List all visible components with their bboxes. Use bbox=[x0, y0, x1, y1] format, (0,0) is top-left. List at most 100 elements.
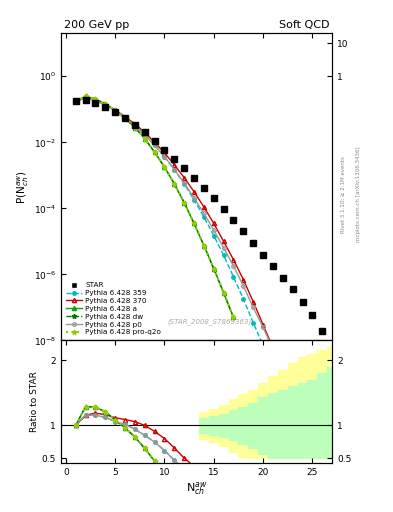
Pythia 6.428 359 bbox=[93, 97, 98, 103]
Pythia 6.428 pro-q2o bbox=[152, 149, 157, 155]
STAR bbox=[182, 165, 187, 171]
Pythia 6.428 370 bbox=[202, 204, 206, 210]
Pythia 6.428 a bbox=[172, 181, 177, 187]
Pythia 6.428 370 bbox=[270, 345, 275, 351]
STAR bbox=[123, 115, 127, 121]
Pythia 6.428 p0 bbox=[192, 195, 196, 201]
Text: mcplots.cern.ch [arXiv:1306.3436]: mcplots.cern.ch [arXiv:1306.3436] bbox=[356, 147, 361, 242]
Pythia 6.428 a bbox=[103, 101, 108, 107]
Pythia 6.428 dw bbox=[231, 314, 236, 321]
Pythia 6.428 370 bbox=[251, 298, 255, 305]
STAR bbox=[320, 328, 325, 334]
Pythia 6.428 p0 bbox=[221, 245, 226, 251]
Pythia 6.428 pro-q2o bbox=[83, 93, 88, 99]
Pythia 6.428 dw bbox=[83, 93, 88, 99]
Pythia 6.428 a bbox=[211, 266, 216, 272]
STAR bbox=[73, 98, 78, 104]
Line: STAR: STAR bbox=[73, 97, 325, 333]
Pythia 6.428 p0 bbox=[182, 180, 187, 186]
Pythia 6.428 370 bbox=[103, 101, 108, 108]
Pythia 6.428 a bbox=[132, 124, 137, 131]
Pythia 6.428 dw bbox=[73, 98, 78, 104]
STAR bbox=[261, 251, 265, 258]
Pythia 6.428 370 bbox=[211, 220, 216, 226]
Pythia 6.428 pro-q2o bbox=[93, 96, 98, 102]
Pythia 6.428 359 bbox=[132, 122, 137, 129]
Pythia 6.428 p0 bbox=[73, 98, 78, 104]
Pythia 6.428 359 bbox=[192, 197, 196, 203]
Pythia 6.428 a bbox=[83, 93, 88, 99]
Pythia 6.428 p0 bbox=[251, 304, 255, 310]
Pythia 6.428 a bbox=[162, 164, 167, 170]
Line: Pythia 6.428 a: Pythia 6.428 a bbox=[73, 94, 235, 319]
Pythia 6.428 dw bbox=[132, 124, 137, 131]
Pythia 6.428 359 bbox=[162, 154, 167, 160]
Pythia 6.428 pro-q2o bbox=[142, 136, 147, 142]
STAR bbox=[192, 175, 196, 181]
Pythia 6.428 dw bbox=[192, 220, 196, 226]
Pythia 6.428 359 bbox=[142, 132, 147, 138]
Pythia 6.428 dw bbox=[172, 181, 177, 187]
Pythia 6.428 p0 bbox=[123, 115, 127, 121]
Pythia 6.428 359 bbox=[73, 98, 78, 104]
Pythia 6.428 pro-q2o bbox=[123, 115, 127, 121]
Pythia 6.428 a bbox=[182, 200, 187, 206]
Pythia 6.428 370 bbox=[231, 257, 236, 263]
STAR bbox=[83, 97, 88, 103]
Pythia 6.428 p0 bbox=[152, 142, 157, 148]
STAR bbox=[142, 130, 147, 136]
Pythia 6.428 359 bbox=[152, 142, 157, 148]
Pythia 6.428 pro-q2o bbox=[172, 181, 177, 187]
STAR bbox=[103, 103, 108, 110]
STAR bbox=[211, 196, 216, 202]
Pythia 6.428 p0 bbox=[261, 324, 265, 330]
Pythia 6.428 pro-q2o bbox=[103, 101, 108, 107]
Pythia 6.428 370 bbox=[221, 238, 226, 244]
Pythia 6.428 p0 bbox=[172, 166, 177, 173]
Pythia 6.428 359 bbox=[123, 115, 127, 121]
Pythia 6.428 p0 bbox=[113, 108, 118, 114]
Pythia 6.428 359 bbox=[182, 181, 187, 187]
STAR bbox=[310, 312, 315, 318]
STAR bbox=[251, 240, 255, 246]
Line: Pythia 6.428 359: Pythia 6.428 359 bbox=[74, 96, 265, 347]
STAR bbox=[300, 298, 305, 305]
STAR bbox=[202, 185, 206, 191]
Pythia 6.428 359 bbox=[231, 274, 236, 280]
STAR bbox=[162, 146, 167, 153]
STAR bbox=[113, 109, 118, 115]
Pythia 6.428 pro-q2o bbox=[73, 98, 78, 104]
Pythia 6.428 dw bbox=[152, 149, 157, 155]
Pythia 6.428 370 bbox=[132, 121, 137, 127]
Pythia 6.428 359 bbox=[211, 232, 216, 239]
Pythia 6.428 370 bbox=[83, 95, 88, 101]
Pythia 6.428 359 bbox=[221, 252, 226, 259]
Pythia 6.428 dw bbox=[93, 96, 98, 102]
Pythia 6.428 pro-q2o bbox=[113, 108, 118, 114]
Pythia 6.428 p0 bbox=[270, 346, 275, 352]
Pythia 6.428 p0 bbox=[202, 210, 206, 217]
Pythia 6.428 a bbox=[231, 314, 236, 321]
Pythia 6.428 359 bbox=[172, 166, 177, 173]
STAR bbox=[241, 228, 246, 234]
Text: 200 GeV pp: 200 GeV pp bbox=[64, 19, 129, 30]
Pythia 6.428 a bbox=[152, 149, 157, 155]
Pythia 6.428 370 bbox=[281, 365, 285, 371]
Pythia 6.428 370 bbox=[192, 188, 196, 195]
Line: Pythia 6.428 dw: Pythia 6.428 dw bbox=[73, 94, 236, 320]
STAR bbox=[132, 122, 137, 128]
Pythia 6.428 dw bbox=[182, 200, 187, 206]
Pythia 6.428 370 bbox=[152, 139, 157, 145]
Pythia 6.428 pro-q2o bbox=[231, 314, 236, 321]
Pythia 6.428 dw bbox=[162, 164, 167, 170]
Pythia 6.428 p0 bbox=[300, 411, 305, 417]
Pythia 6.428 p0 bbox=[211, 227, 216, 233]
Pythia 6.428 359 bbox=[261, 343, 265, 349]
Pythia 6.428 a bbox=[202, 243, 206, 249]
Pythia 6.428 359 bbox=[103, 102, 108, 108]
STAR bbox=[172, 156, 177, 162]
Pythia 6.428 a bbox=[123, 115, 127, 121]
Pythia 6.428 a bbox=[93, 96, 98, 102]
Pythia 6.428 p0 bbox=[231, 263, 236, 269]
STAR bbox=[231, 217, 236, 223]
